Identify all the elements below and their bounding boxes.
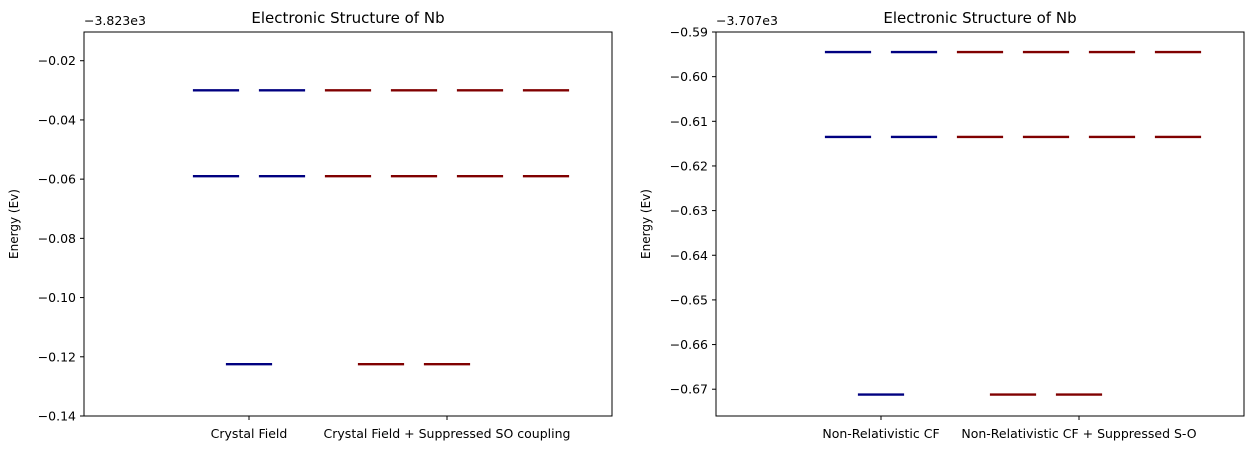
- chart-title: Electronic Structure of Nb: [251, 9, 444, 27]
- x-tick-label: Crystal Field + Suppressed SO coupling: [324, 426, 571, 441]
- chart-panel-2: Electronic Structure of Nb −3.707e3 −0.67 −…: [639, 9, 1245, 441]
- y-offset-label: −3.707e3: [716, 13, 778, 28]
- x-tick-label: Crystal Field: [211, 426, 288, 441]
- y-tick-label: −0.66: [670, 337, 708, 352]
- y-axis-label: Energy (Ev): [7, 189, 21, 259]
- y-tick-label: −0.64: [670, 248, 708, 263]
- y-tick-label: −0.62: [670, 158, 708, 173]
- y-tick-label: −0.61: [670, 114, 708, 129]
- chart-title: Electronic Structure of Nb: [883, 9, 1076, 27]
- y-tick-label: −0.63: [670, 203, 708, 218]
- chart-panel-1: Electronic Structure of Nb −3.823e3 −0.14 −…: [7, 9, 613, 441]
- plot-frame: [715, 31, 1245, 417]
- y-tick-label: −0.12: [38, 349, 76, 364]
- x-tick-label: Non-Relativistic CF: [822, 426, 939, 441]
- plot-frame: [83, 31, 613, 417]
- y-tick-label: −0.06: [38, 172, 76, 187]
- x-tick-label: Non-Relativistic CF + Suppressed S-O: [961, 426, 1196, 441]
- y-tick-label: −0.04: [38, 112, 76, 127]
- y-tick-label: −0.10: [38, 290, 76, 305]
- y-axis-label: Energy (Ev): [639, 189, 653, 259]
- y-tick-label: −0.59: [670, 25, 708, 40]
- y-tick-label: −0.67: [670, 382, 708, 397]
- y-tick-label: −0.65: [670, 292, 708, 307]
- y-offset-label: −3.823e3: [84, 13, 146, 28]
- y-tick-label: −0.08: [38, 231, 76, 246]
- y-tick-label: −0.60: [670, 69, 708, 84]
- y-tick-label: −0.14: [38, 409, 76, 424]
- y-tick-label: −0.02: [38, 53, 76, 68]
